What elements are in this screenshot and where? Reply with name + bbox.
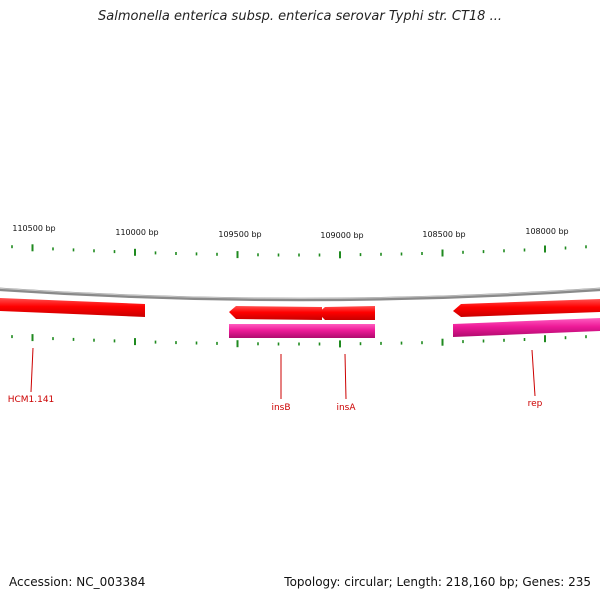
scale-label: 110500 bp <box>12 224 55 233</box>
backbone-arc-highlight <box>0 287 600 299</box>
gene-features <box>229 318 600 338</box>
scale-label: 110000 bp <box>115 228 158 237</box>
cds-feature-insa[interactable] <box>318 306 375 320</box>
gene-labels: HCM1.141 insB insA rep <box>8 395 543 413</box>
scale-label: 108000 bp <box>525 227 568 236</box>
scale-label: 109000 bp <box>320 231 363 240</box>
leader-line-hcm1-141 <box>30 347 34 393</box>
scale-labels: 110500 bp 110000 bp 109500 bp 109000 bp … <box>12 224 568 240</box>
gene-feature-insb-insa[interactable] <box>229 324 375 338</box>
gene-label-rep[interactable]: rep <box>528 399 543 409</box>
accession-text: Accession: NC_003384 <box>9 575 146 589</box>
leader-line-insa <box>344 353 347 400</box>
leader-line-rep <box>531 349 536 397</box>
gene-label-hcm1-141[interactable]: HCM1.141 <box>8 395 55 405</box>
gene-label-insb[interactable]: insB <box>271 403 290 413</box>
scale-label: 109500 bp <box>218 230 261 239</box>
gene-label-insa[interactable]: insA <box>336 403 356 413</box>
cds-feature-rep[interactable] <box>453 299 600 317</box>
cds-feature-hcm1-141[interactable] <box>0 298 145 317</box>
cds-features <box>0 298 600 320</box>
map-title: Salmonella enterica subsp. enterica sero… <box>98 9 502 24</box>
label-leader-lines <box>30 347 536 400</box>
backbone-arc <box>0 287 600 302</box>
outer-tick-marks <box>11 244 587 259</box>
gene-feature-rep[interactable] <box>453 318 600 337</box>
sequence-summary-text: Topology: circular; Length: 218,160 bp; … <box>284 575 591 589</box>
cds-feature-insb[interactable] <box>229 306 322 320</box>
scale-label: 108500 bp <box>422 230 465 239</box>
inner-tick-marks <box>11 334 587 348</box>
